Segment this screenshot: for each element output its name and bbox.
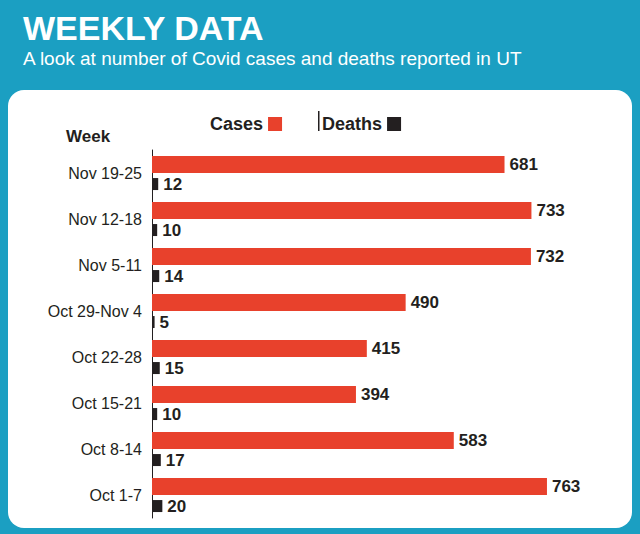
svg-text:490: 490: [411, 293, 439, 312]
svg-text:Oct 1-7: Oct 1-7: [90, 487, 143, 504]
svg-text:14: 14: [164, 267, 183, 286]
svg-text:Oct 15-21: Oct 15-21: [72, 395, 142, 412]
svg-text:15: 15: [165, 359, 184, 378]
svg-text:10: 10: [162, 221, 181, 240]
svg-text:Deaths: Deaths: [322, 114, 382, 134]
svg-text:415: 415: [372, 339, 400, 358]
svg-text:732: 732: [536, 247, 564, 266]
svg-text:WEEKLY DATA: WEEKLY DATA: [23, 9, 264, 47]
svg-text:12: 12: [163, 175, 182, 194]
svg-text:Oct 8-14: Oct 8-14: [81, 441, 142, 458]
svg-text:394: 394: [361, 385, 390, 404]
svg-text:A look at number of Covid case: A look at number of Covid cases and deat…: [23, 48, 522, 69]
svg-text:Oct 22-28: Oct 22-28: [72, 349, 142, 366]
svg-text:5: 5: [160, 313, 169, 332]
svg-text:Week: Week: [66, 127, 111, 146]
svg-text:681: 681: [510, 155, 538, 174]
svg-text:10: 10: [162, 405, 181, 424]
svg-text:763: 763: [552, 477, 580, 496]
svg-text:20: 20: [167, 497, 186, 516]
svg-text:Nov 5-11: Nov 5-11: [78, 257, 142, 274]
svg-text:Cases: Cases: [210, 114, 263, 134]
svg-text:733: 733: [536, 201, 564, 220]
svg-text:Nov 19-25: Nov 19-25: [68, 165, 142, 182]
svg-text:Oct 29-Nov 4: Oct 29-Nov 4: [48, 303, 142, 320]
svg-text:17: 17: [166, 451, 185, 470]
svg-text:583: 583: [459, 431, 487, 450]
svg-text:Nov 12-18: Nov 12-18: [68, 211, 142, 228]
